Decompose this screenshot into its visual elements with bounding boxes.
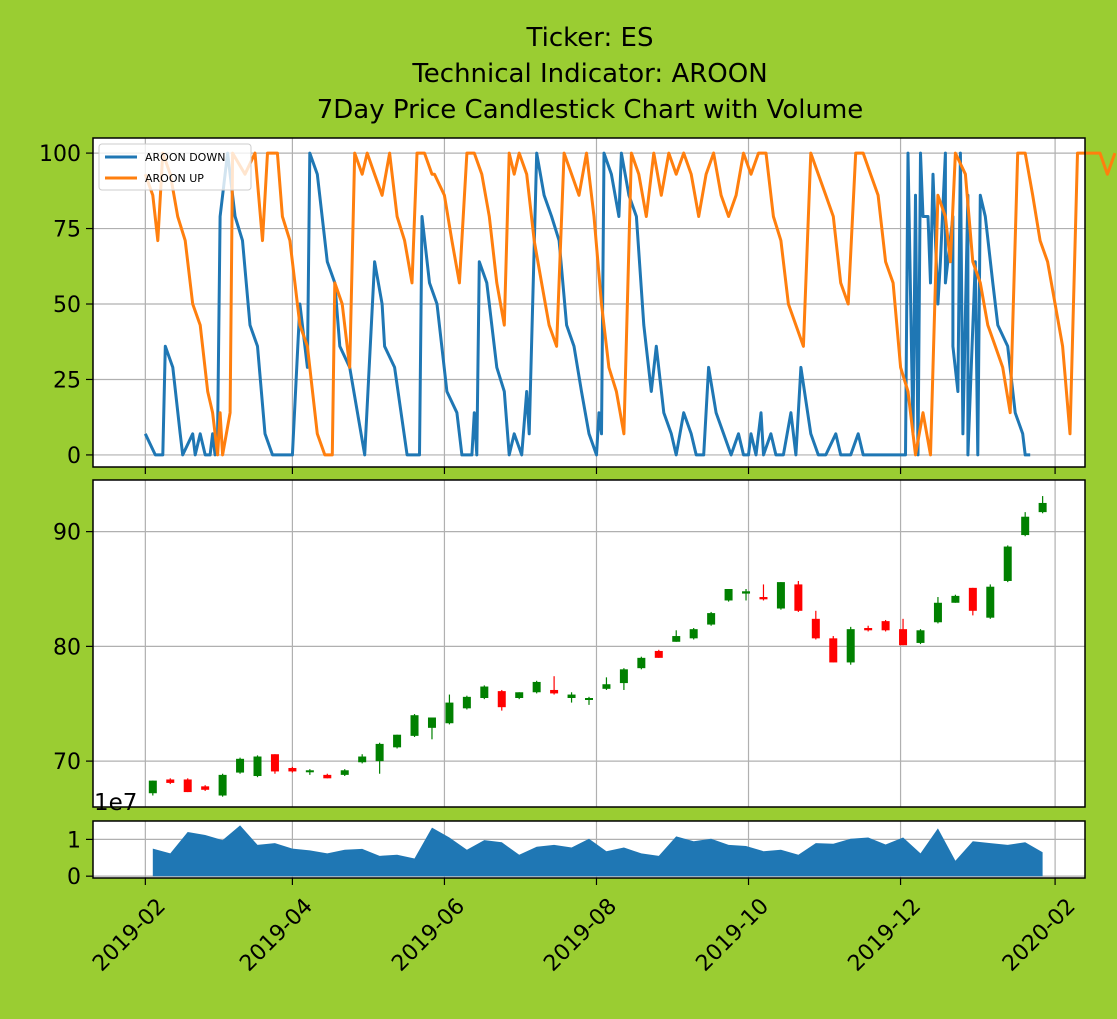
aroon-ytick-label: 75 bbox=[53, 218, 81, 243]
candle-body-down bbox=[968, 587, 977, 611]
candle-body-up bbox=[340, 770, 349, 775]
candle-body-up bbox=[689, 629, 698, 639]
candle-body-up bbox=[846, 629, 855, 663]
price-plot-border bbox=[92, 479, 1086, 808]
price-plot-area bbox=[93, 480, 1085, 807]
candle-body-down bbox=[864, 628, 873, 631]
candle-body-up bbox=[236, 758, 245, 773]
legend-label-aroon-down: AROON DOWN bbox=[145, 151, 225, 164]
candle-body-up bbox=[253, 756, 262, 777]
candle-body-up bbox=[515, 692, 524, 698]
candle-body-down bbox=[899, 629, 908, 646]
candle-body-up bbox=[532, 681, 541, 693]
candle-body-up bbox=[218, 774, 227, 796]
candle-body-up bbox=[1003, 546, 1012, 581]
aroon-ytick-label: 25 bbox=[53, 368, 81, 393]
volume-ytick-label: 0 bbox=[67, 865, 81, 890]
candle-body-up bbox=[427, 717, 436, 728]
candle-body-up bbox=[672, 636, 681, 642]
candle-body-up bbox=[986, 586, 995, 618]
candle-body-up bbox=[480, 686, 489, 698]
candle-body-up bbox=[724, 589, 733, 601]
candle-body-down bbox=[497, 691, 506, 708]
candle-body-up bbox=[567, 694, 576, 698]
candle-body-down bbox=[811, 618, 820, 639]
chart-title-line1: Ticker: ES bbox=[526, 23, 654, 53]
candle-body-up bbox=[393, 734, 402, 748]
candle-body-up bbox=[375, 743, 384, 762]
candle-body-up bbox=[619, 669, 628, 684]
aroon-panel: 0 25 50 75 100 bbox=[39, 137, 1117, 474]
candle-body-up bbox=[602, 684, 611, 689]
volume-plot-border bbox=[92, 820, 1086, 879]
price-panel: 70 80 90 bbox=[53, 479, 1086, 808]
aroon-ytick-label: 100 bbox=[39, 142, 81, 167]
price-ytick-label: 80 bbox=[53, 635, 81, 660]
candle-body-up bbox=[462, 696, 471, 709]
candle-body-down bbox=[201, 786, 210, 790]
candle-body-down bbox=[183, 779, 192, 793]
candle-body-up bbox=[585, 698, 593, 700]
chart-title-line3: 7Day Price Candlestick Chart with Volume bbox=[317, 95, 864, 125]
candle-body-down bbox=[288, 767, 297, 772]
candle-body-up bbox=[305, 770, 314, 773]
candle-body-up bbox=[776, 582, 785, 609]
chart-title-line2: Technical Indicator: AROON bbox=[411, 59, 767, 89]
candle-body-down bbox=[323, 774, 332, 779]
series-line-aroon-down bbox=[143, 151, 1031, 457]
candle-body-down bbox=[759, 597, 768, 600]
candle-body-up bbox=[1038, 502, 1047, 513]
candle-body-down bbox=[166, 779, 175, 783]
candle-body-up bbox=[916, 630, 925, 643]
candle-body-up bbox=[1021, 516, 1030, 536]
candle-body-up bbox=[637, 657, 646, 669]
aroon-legend: AROON DOWN AROON UP bbox=[98, 143, 252, 191]
aroon-ytick-label: 0 bbox=[67, 444, 81, 469]
aroon-ytick-label: 50 bbox=[53, 293, 81, 318]
candle-body-down bbox=[654, 650, 663, 658]
candle-body-up bbox=[742, 591, 751, 594]
candle-body-up bbox=[445, 702, 454, 724]
price-ytick-label: 90 bbox=[53, 521, 81, 546]
legend-label-aroon-up: AROON UP bbox=[145, 172, 204, 185]
price-ytick-label: 70 bbox=[53, 750, 81, 775]
candle-body-down bbox=[829, 638, 838, 663]
candle-body-up bbox=[933, 602, 942, 623]
candle-body-up bbox=[358, 756, 367, 763]
candle-body-up bbox=[951, 595, 960, 603]
volume-multiplier-label: 1e7 bbox=[94, 790, 137, 816]
series-line-aroon-up bbox=[143, 151, 1117, 457]
candle-body-up bbox=[410, 715, 419, 736]
volume-area bbox=[152, 825, 1043, 877]
candle-body-down bbox=[794, 584, 803, 611]
candle-body-up bbox=[148, 780, 157, 794]
candle-body-down bbox=[550, 689, 559, 694]
candle-body-down bbox=[881, 621, 890, 631]
candle-body-down bbox=[270, 754, 279, 772]
aroon-plot-border bbox=[92, 137, 1086, 468]
volume-panel: 01 bbox=[67, 820, 1086, 890]
candle-body-up bbox=[707, 613, 716, 625]
volume-ytick-label: 1 bbox=[67, 828, 81, 853]
